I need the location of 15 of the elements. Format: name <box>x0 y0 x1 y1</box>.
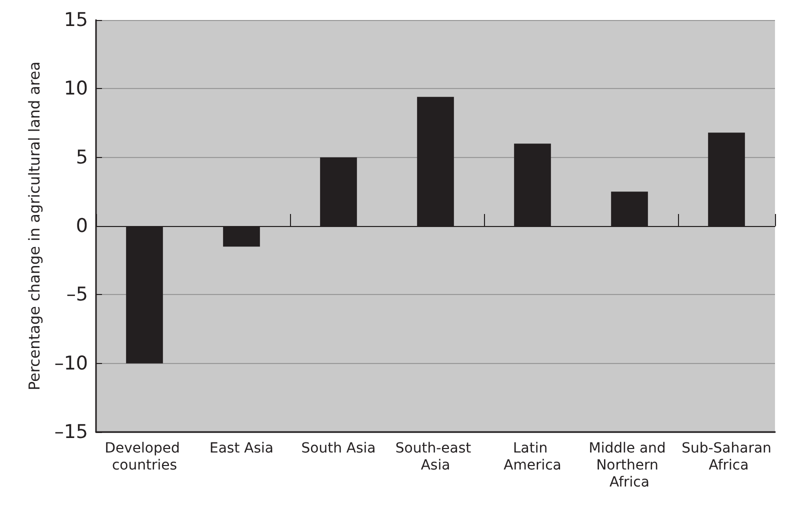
y-axis-title: Percentage change in agricultural land area <box>25 62 44 390</box>
y-tick-label: 15 <box>64 9 88 31</box>
x-tick-label: South Asia <box>301 440 376 456</box>
y-tick-label: 10 <box>64 78 88 100</box>
x-tick-label: Developed countries <box>104 440 184 474</box>
y-tick-label: 0 <box>76 215 88 237</box>
y-tick-label: –15 <box>54 421 88 443</box>
y-tick-label: –10 <box>54 352 88 374</box>
x-tick-label: East Asia <box>210 440 274 456</box>
x-tick-label: Sub-Saharan Africa <box>682 440 772 474</box>
x-tick-label: Latin America <box>504 440 562 474</box>
y-tick-label: –5 <box>66 284 88 306</box>
y-tick-label: 5 <box>76 146 88 168</box>
x-tick-label: South-east Asia <box>395 440 476 474</box>
x-tick-label: Middle and Northern Africa <box>588 440 670 490</box>
